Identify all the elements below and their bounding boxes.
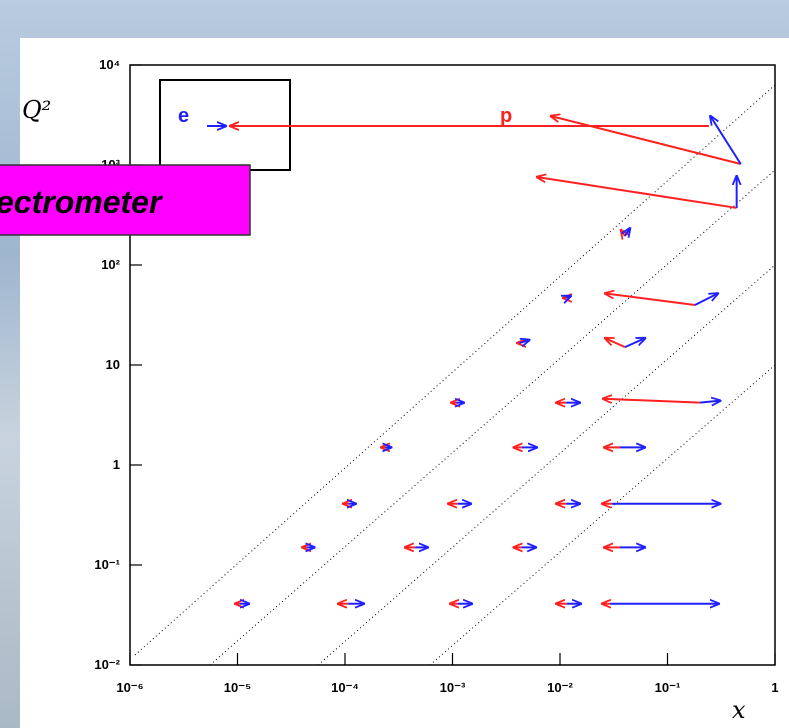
- panel: [20, 38, 789, 728]
- annotation: ectrometer: [0, 184, 163, 220]
- y-tick-label: 10: [106, 357, 120, 372]
- y-tick-label: 10⁴: [99, 57, 120, 72]
- y-axis-label: Q²: [22, 96, 51, 124]
- y-tick-label: 1: [113, 457, 120, 472]
- chart: 10⁻²10⁻¹11010²10³10⁴10⁻⁶10⁻⁵10⁻⁴10⁻³10⁻²…: [0, 0, 789, 728]
- x-tick-label: 10⁻⁴: [331, 680, 359, 695]
- x-tick-label: 10⁻⁵: [224, 680, 251, 695]
- y-tick-label: 10⁻¹: [94, 557, 120, 572]
- page: {"chart_data": { "type": "arrow", "xlabe…: [0, 0, 789, 728]
- x-tick-label: 10⁻⁶: [116, 680, 143, 695]
- x-axis-label: x: [732, 696, 746, 724]
- x-tick-label: 1: [771, 680, 778, 695]
- legend-label: p: [500, 105, 512, 127]
- x-tick-label: 10⁻¹: [655, 680, 681, 695]
- x-tick-label: 10⁻²: [547, 680, 573, 695]
- legend-label: e: [178, 105, 189, 127]
- y-tick-label: 10²: [101, 257, 120, 272]
- x-tick-label: 10⁻³: [440, 680, 466, 695]
- y-tick-label: 10⁻²: [94, 657, 120, 672]
